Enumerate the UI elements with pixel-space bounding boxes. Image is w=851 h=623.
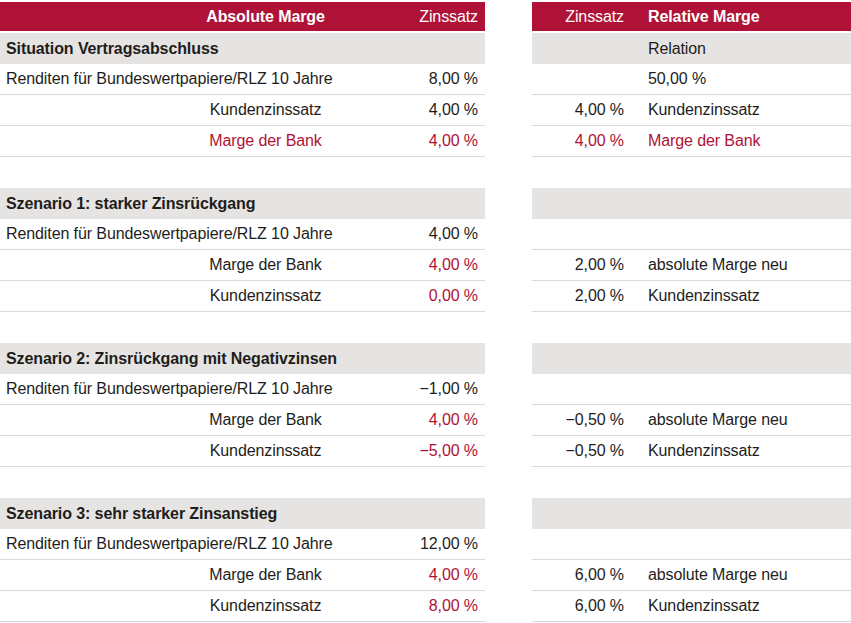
row-value: 4,00 % [393,132,485,150]
row-label: Kundenzinssatz [632,442,851,460]
row-label: Renditen für Bundeswertpapiere/RLZ 10 Ja… [0,70,393,88]
section-szenario-2: Szenario 2: Zinsrückgang mit Negativzins… [0,343,485,467]
row-value: −1,00 % [393,380,485,398]
table-row: Renditen für Bundeswertpapiere/RLZ 10 Ja… [0,529,485,560]
section-title-row [532,188,851,219]
section-title-row: Szenario 3: sehr starker Zinsanstieg [0,498,485,529]
section-title: Relation [632,40,851,58]
row-label: Kundenzinssatz [0,101,393,119]
table-row: 4,00 % Marge der Bank [532,126,851,157]
section-title-row [532,498,851,529]
section-szenario-1-results: 2,00 % absolute Marge neu 2,00 % Kundenz… [532,188,851,312]
row-value: 4,00 % [532,132,632,150]
column-header-absolute-marge: Absolute Marge [0,8,393,26]
section-szenario-3-results: 6,00 % absolute Marge neu 6,00 % Kundenz… [532,498,851,622]
row-value: 4,00 % [393,411,485,429]
table-row [532,374,851,405]
absolute-marge-table: Absolute Marge Zinssatz Situation Vertra… [0,2,485,622]
row-label: Renditen für Bundeswertpapiere/RLZ 10 Ja… [0,380,393,398]
row-value: 2,00 % [532,256,632,274]
table-row: Marge der Bank 4,00 % [0,560,485,591]
relative-marge-table-header: Zinssatz Relative Marge [532,2,851,31]
table-row: 6,00 % absolute Marge neu [532,560,851,591]
section-title: Situation Vertragsabschluss [0,40,218,58]
table-row: Renditen für Bundeswertpapiere/RLZ 10 Ja… [0,219,485,250]
column-header-zinssatz-right: Zinssatz [532,8,632,26]
column-header-relative-marge: Relative Marge [632,8,851,26]
row-label: Marge der Bank [0,566,393,584]
table-row: 2,00 % absolute Marge neu [532,250,851,281]
row-label: Kundenzinssatz [632,287,851,305]
table-row [532,219,851,250]
row-label: Kundenzinssatz [0,442,393,460]
row-value: −5,00 % [393,442,485,460]
section-situation-vertragsabschluss: Situation Vertragsabschluss Renditen für… [0,33,485,157]
row-label: absolute Marge neu [632,411,851,429]
row-value: −0,50 % [532,411,632,429]
row-label: Kundenzinssatz [0,287,393,305]
row-label: Marge der Bank [0,132,393,150]
table-row: 2,00 % Kundenzinssatz [532,281,851,312]
row-label: Marge der Bank [0,411,393,429]
row-value: 6,00 % [532,566,632,584]
table-row: Kundenzinssatz 4,00 % [0,95,485,126]
table-row: Kundenzinssatz −5,00 % [0,436,485,467]
row-value: 4,00 % [393,566,485,584]
table-row: −0,50 % absolute Marge neu [532,405,851,436]
row-label: Renditen für Bundeswertpapiere/RLZ 10 Ja… [0,225,393,243]
row-label: Kundenzinssatz [0,597,393,615]
table-row: Renditen für Bundeswertpapiere/RLZ 10 Ja… [0,64,485,95]
section-title: Szenario 1: starker Zinsrückgang [0,195,255,213]
section-title-row: Szenario 2: Zinsrückgang mit Negativzins… [0,343,485,374]
section-szenario-2-results: −0,50 % absolute Marge neu −0,50 % Kunde… [532,343,851,467]
table-row: Renditen für Bundeswertpapiere/RLZ 10 Ja… [0,374,485,405]
row-value: 0,00 % [393,287,485,305]
row-value: 4,00 % [393,101,485,119]
row-label: absolute Marge neu [632,566,851,584]
row-label: Kundenzinssatz [632,597,851,615]
row-value: −0,50 % [532,442,632,460]
table-row: Marge der Bank 4,00 % [0,405,485,436]
row-label: 50,00 % [632,70,851,88]
table-row: −0,50 % Kundenzinssatz [532,436,851,467]
section-title-row [532,343,851,374]
row-value: 4,00 % [532,101,632,119]
absolute-marge-table-header: Absolute Marge Zinssatz [0,2,485,31]
row-label: Marge der Bank [632,132,851,150]
table-row [532,529,851,560]
row-value: 4,00 % [393,256,485,274]
column-header-zinssatz-left: Zinssatz [393,8,485,26]
row-value: 2,00 % [532,287,632,305]
table-row: 4,00 % Kundenzinssatz [532,95,851,126]
row-value: 6,00 % [532,597,632,615]
row-value: 12,00 % [393,535,485,553]
section-szenario-1: Szenario 1: starker Zinsrückgang Rendite… [0,188,485,312]
table-row: Kundenzinssatz 8,00 % [0,591,485,622]
row-label: Marge der Bank [0,256,393,274]
section-szenario-3: Szenario 3: sehr starker Zinsanstieg Ren… [0,498,485,622]
row-label: Kundenzinssatz [632,101,851,119]
table-row: 50,00 % [532,64,851,95]
row-value: 8,00 % [393,70,485,88]
section-title-row: Situation Vertragsabschluss [0,33,485,64]
row-label: Renditen für Bundeswertpapiere/RLZ 10 Ja… [0,535,393,553]
row-label: absolute Marge neu [632,256,851,274]
relative-marge-table: Zinssatz Relative Marge Relation 50,00 %… [532,2,851,622]
row-value: 4,00 % [393,225,485,243]
margin-scenarios-table-page: Absolute Marge Zinssatz Situation Vertra… [0,0,851,623]
section-title: Szenario 2: Zinsrückgang mit Negativzins… [0,350,337,368]
row-value: 8,00 % [393,597,485,615]
section-title: Szenario 3: sehr starker Zinsanstieg [0,505,277,523]
table-row: Marge der Bank 4,00 % [0,126,485,157]
section-title-row: Relation [532,33,851,64]
section-relation: Relation 50,00 % 4,00 % Kundenzinssatz 4… [532,33,851,157]
table-row: Marge der Bank 4,00 % [0,250,485,281]
section-title-row: Szenario 1: starker Zinsrückgang [0,188,485,219]
table-row: Kundenzinssatz 0,00 % [0,281,485,312]
table-row: 6,00 % Kundenzinssatz [532,591,851,622]
